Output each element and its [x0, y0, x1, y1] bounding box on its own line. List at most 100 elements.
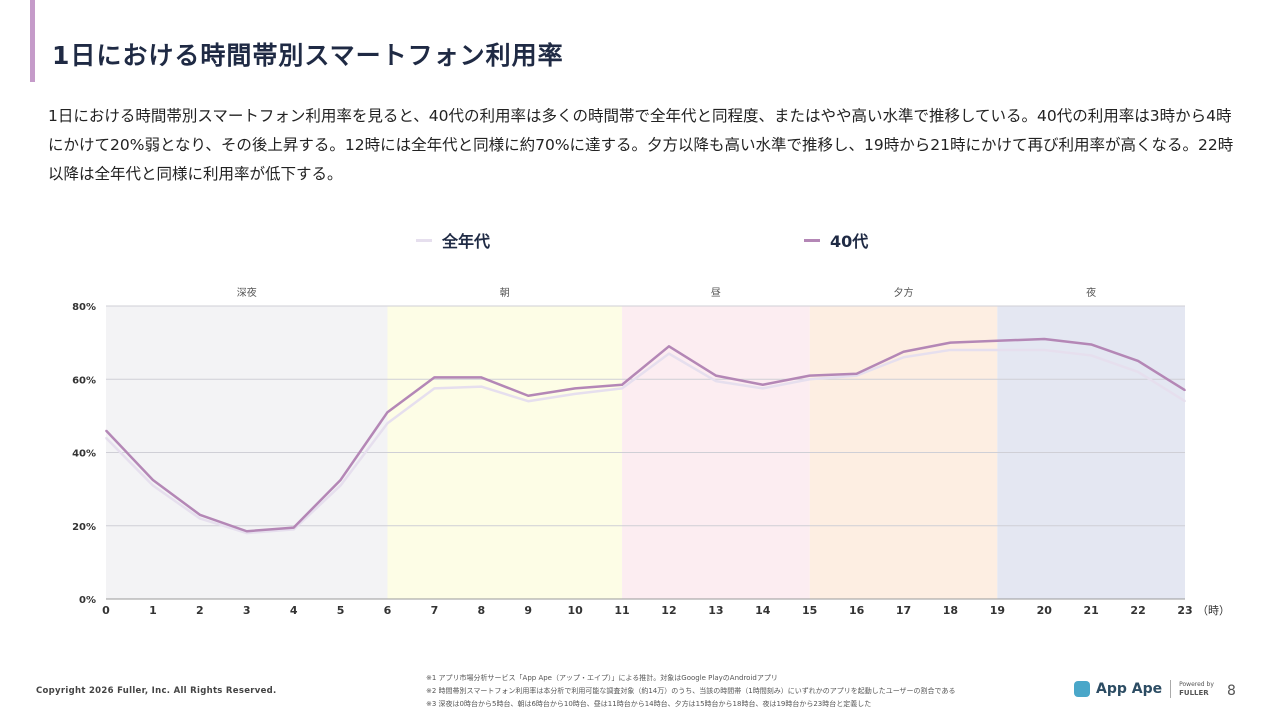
x-tick-label: 4	[290, 604, 298, 617]
x-tick-label: 13	[708, 604, 723, 617]
data-point	[1137, 360, 1139, 362]
x-tick-label: 5	[337, 604, 345, 617]
x-tick-label: 7	[431, 604, 439, 617]
x-tick-label: 11	[614, 604, 629, 617]
data-point	[808, 378, 811, 381]
app-ape-icon	[1074, 681, 1090, 697]
time-band-label: 深夜	[237, 286, 257, 299]
time-band-label: 朝	[500, 287, 510, 299]
data-point	[668, 345, 670, 348]
x-tick-label: 19	[990, 604, 1005, 617]
data-point	[668, 352, 670, 355]
x-tick-label: 21	[1084, 604, 1099, 617]
x-tick-label: 20	[1037, 604, 1053, 617]
x-axis-unit: （時）	[1197, 604, 1230, 617]
legend-label-40s: 40代	[830, 232, 869, 251]
data-point	[574, 387, 576, 390]
y-tick-label: 20%	[72, 522, 96, 533]
y-tick-label: 80%	[72, 302, 96, 313]
data-point	[855, 374, 858, 377]
data-point	[105, 437, 107, 439]
data-point	[386, 422, 389, 424]
x-tick-label: 8	[477, 604, 485, 617]
data-point	[105, 429, 107, 432]
copyright-text: Copyright 2026 Fuller, Inc. All Rights R…	[36, 686, 277, 696]
data-point	[480, 376, 483, 379]
data-point	[1090, 343, 1092, 346]
footnote-3: ※3 深夜は0時台から5時台、朝は6時台から10時台、昼は11時台から14時台、…	[426, 700, 872, 708]
data-point	[621, 387, 623, 390]
series-line-40s	[105, 337, 1186, 533]
title-accent-bar	[30, 0, 35, 82]
time-band-label: 夕方	[894, 286, 914, 299]
data-point	[1184, 389, 1186, 392]
data-point	[292, 526, 295, 529]
data-point	[855, 372, 858, 375]
time-band-label: 昼	[711, 287, 721, 299]
data-point	[245, 532, 248, 534]
x-tick-label: 22	[1130, 604, 1145, 617]
page-number: 8	[1227, 683, 1236, 699]
data-point	[1184, 400, 1186, 403]
data-point	[1090, 354, 1092, 357]
x-tick-label: 1	[149, 604, 157, 617]
data-point	[386, 411, 389, 414]
data-point	[949, 349, 952, 351]
legend-swatch-all-ages	[416, 238, 432, 242]
x-tick-label: 17	[896, 604, 911, 617]
data-point	[996, 339, 999, 342]
y-tick-label: 40%	[72, 449, 96, 460]
data-point	[152, 484, 154, 487]
x-tick-label: 14	[755, 604, 771, 617]
data-point	[433, 376, 436, 379]
brand-powered-by: Powered by	[1179, 681, 1214, 688]
x-tick-label: 10	[567, 604, 583, 617]
data-point	[996, 349, 999, 351]
data-point	[199, 513, 201, 516]
legend-item-40s: 40代	[804, 228, 868, 252]
brand-sub: Powered by FULLER	[1179, 681, 1214, 697]
data-point	[245, 530, 248, 533]
data-point	[433, 387, 436, 390]
brand-name: App Ape	[1096, 681, 1163, 697]
x-tick-label: 15	[802, 604, 817, 617]
data-point	[527, 394, 530, 397]
data-point	[1137, 371, 1139, 373]
footnote-1: ※1 アプリ市場分析サービス「App Ape（アップ・エイプ）」による推計。対象…	[426, 674, 778, 682]
footnote-2: ※2 時間帯別スマートフォン利用率は本分析で利用可能な調査対象（約14万）のうち…	[426, 687, 956, 695]
chart-legend: 全年代 40代	[0, 228, 1280, 258]
series-line-all-ages	[105, 348, 1186, 535]
brand-logo: App Ape Powered by FULLER	[1074, 680, 1214, 698]
data-point	[339, 484, 342, 487]
data-point	[480, 385, 483, 388]
legend-label-all-ages: 全年代	[442, 232, 491, 251]
data-point	[761, 383, 764, 386]
x-tick-label: 9	[524, 604, 532, 617]
data-point	[949, 341, 952, 344]
legend-item-all-ages: 全年代	[416, 228, 490, 252]
x-tick-label: 16	[849, 604, 865, 617]
x-tick-label: 23	[1177, 604, 1192, 617]
data-point	[715, 374, 717, 377]
data-point	[574, 393, 576, 395]
time-band-label: 夜	[1086, 286, 1096, 299]
legend-swatch-40s	[804, 238, 820, 242]
x-tick-label: 12	[661, 604, 676, 617]
brand-divider	[1170, 680, 1172, 698]
data-point	[339, 479, 342, 481]
x-tick-label: 3	[243, 604, 251, 617]
usage-rate-line-chart: 深夜朝昼夕方 夜0%20%40%60%80%0 1 2 3 4 5 6 7 8 9 10 11 12 13 1…	[72, 286, 1230, 617]
data-point	[199, 517, 201, 520]
data-point	[292, 528, 295, 531]
data-point	[761, 387, 764, 390]
page-description: 1日における時間帯別スマートフォン利用率を見ると、40代の利用率は多くの時間帯で…	[48, 107, 1234, 183]
x-tick-label: 0	[102, 604, 110, 617]
x-tick-label: 6	[384, 604, 392, 617]
footnotes: ※1 アプリ市場分析サービス「App Ape（アップ・エイプ）」による推計。対象…	[426, 672, 955, 711]
data-point	[715, 380, 717, 382]
data-point	[1043, 349, 1046, 351]
y-tick-label: 0%	[79, 595, 96, 606]
data-point	[152, 479, 154, 481]
data-point	[621, 383, 623, 386]
data-point	[1043, 338, 1046, 340]
